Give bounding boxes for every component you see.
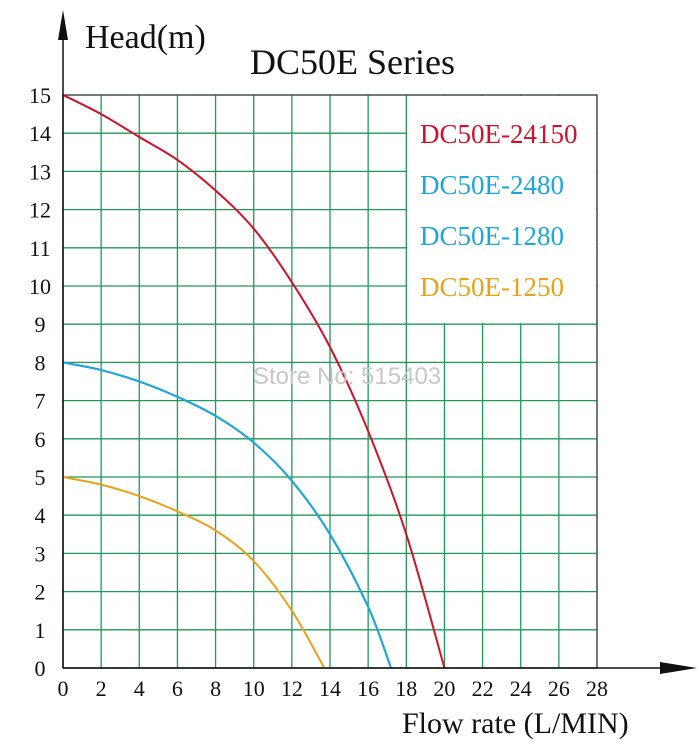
- y-tick-label: 5: [35, 465, 46, 490]
- y-axis-arrow-icon: [58, 10, 68, 40]
- y-tick-label: 10: [29, 274, 51, 299]
- chart-title: DC50E Series: [250, 42, 455, 82]
- y-tick-label: 9: [35, 312, 46, 337]
- series-line-dc50e-24150: [62, 94, 446, 669]
- legend-entry: DC50E-2480: [420, 170, 564, 200]
- x-tick-label: 18: [395, 676, 417, 701]
- y-tick-label: 2: [35, 580, 46, 605]
- y-tick-label: 6: [35, 427, 46, 452]
- curves: [62, 94, 446, 669]
- tick-labels: 0 2 4 6 8 10 12 14 16 18 20 22 24 26 28012345678910111…: [29, 83, 608, 701]
- x-axis-label: Flow rate (L/MIN): [402, 707, 629, 740]
- x-tick-label: 16: [357, 676, 379, 701]
- y-tick-label: 8: [35, 350, 46, 375]
- y-tick-label: 1: [35, 618, 46, 643]
- legend-entry: DC50E-1250: [420, 272, 564, 302]
- y-tick-label: 13: [29, 159, 51, 184]
- y-tick-label: 7: [35, 389, 46, 414]
- legend-entry: DC50E-24150: [420, 119, 578, 149]
- x-tick-label: 0: [58, 676, 69, 701]
- x-tick-label: 8: [210, 676, 221, 701]
- y-tick-label: 0: [35, 656, 46, 681]
- series-line-dc50e-1280: [62, 361, 392, 669]
- y-tick-label: 3: [35, 541, 46, 566]
- x-tick-label: 26: [548, 676, 570, 701]
- y-tick-label: 4: [35, 503, 46, 528]
- x-tick-label: 2: [96, 676, 107, 701]
- legend: DC50E-24150 DC50E-2480 DC50E-1280 DC50E-125…: [420, 119, 578, 302]
- x-tick-label: 28: [586, 676, 608, 701]
- x-tick-label: 24: [510, 676, 532, 701]
- x-tick-label: 4: [134, 676, 145, 701]
- legend-entry: DC50E-1280: [420, 221, 564, 251]
- y-tick-label: 15: [29, 83, 51, 108]
- series-line-dc50e-1250: [62, 476, 326, 669]
- y-tick-label: 11: [29, 236, 50, 261]
- x-tick-label: 12: [281, 676, 303, 701]
- legend-box: [407, 96, 596, 324]
- x-axis-arrow-icon: [660, 662, 697, 674]
- x-tick-label: 6: [172, 676, 183, 701]
- x-tick-label: 14: [319, 676, 341, 701]
- y-tick-label: 14: [29, 121, 51, 146]
- x-tick-label: 22: [472, 676, 494, 701]
- x-tick-label: 20: [433, 676, 455, 701]
- y-tick-label: 12: [29, 198, 51, 223]
- axes: [58, 10, 697, 674]
- y-axis-label: Head(m): [85, 19, 206, 56]
- x-tick-label: 10: [243, 676, 265, 701]
- watermark: Store No: 515403: [253, 363, 441, 390]
